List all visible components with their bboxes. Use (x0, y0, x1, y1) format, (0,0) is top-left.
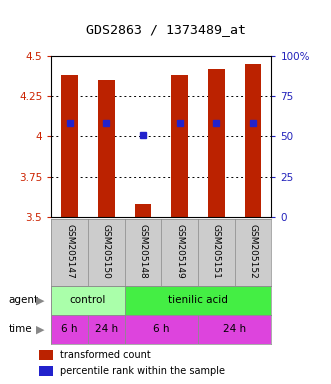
Text: 24 h: 24 h (223, 324, 246, 334)
Text: GSM205147: GSM205147 (65, 224, 74, 279)
Text: time: time (8, 324, 32, 334)
Text: ▶: ▶ (35, 324, 44, 334)
Text: ▶: ▶ (35, 295, 44, 306)
Bar (125, 315, 198, 344)
Bar (51, 286, 125, 315)
Bar (125, 286, 271, 315)
Text: control: control (70, 295, 106, 306)
Bar (39, 350, 53, 360)
Bar (208, 69, 225, 217)
Text: 6 h: 6 h (61, 324, 78, 334)
Text: GDS2863 / 1373489_at: GDS2863 / 1373489_at (85, 23, 246, 36)
Text: tienilic acid: tienilic acid (168, 295, 228, 306)
Text: GSM205149: GSM205149 (175, 224, 184, 279)
Text: 6 h: 6 h (153, 324, 169, 334)
Text: GSM205151: GSM205151 (212, 224, 221, 279)
Text: GSM205152: GSM205152 (249, 224, 258, 279)
Text: 24 h: 24 h (95, 324, 118, 334)
Bar (61, 75, 78, 217)
Text: GSM205148: GSM205148 (138, 224, 148, 279)
Bar (51, 315, 88, 344)
Text: transformed count: transformed count (60, 350, 150, 360)
Bar (88, 315, 125, 344)
Text: agent: agent (8, 295, 38, 306)
Bar (198, 315, 271, 344)
Bar (98, 80, 115, 217)
Text: GSM205150: GSM205150 (102, 224, 111, 279)
Bar (171, 75, 188, 217)
Text: percentile rank within the sample: percentile rank within the sample (60, 366, 225, 376)
Bar (39, 366, 53, 376)
Bar (245, 64, 261, 217)
Bar (135, 204, 151, 217)
